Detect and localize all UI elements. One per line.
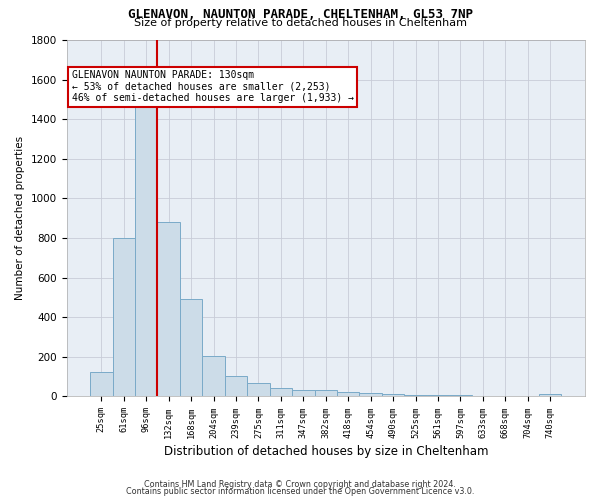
Text: Size of property relative to detached houses in Cheltenham: Size of property relative to detached ho… [133,18,467,28]
Bar [135,104,157,397]
Text: GLENAVON NAUNTON PARADE: 130sqm
← 53% of detached houses are smaller (2,253)
46%: GLENAVON NAUNTON PARADE: 130sqm ← 53% of… [72,70,354,104]
X-axis label: Distribution of detached houses by size in Cheltenham: Distribution of detached houses by size … [164,444,488,458]
Bar [382,394,404,396]
Bar [225,376,247,396]
Text: Contains HM Land Registry data © Crown copyright and database right 2024.: Contains HM Land Registry data © Crown c… [144,480,456,489]
Bar [113,238,135,396]
Bar [157,222,180,396]
Y-axis label: Number of detached properties: Number of detached properties [15,136,25,300]
Bar [359,394,382,396]
Bar [202,356,225,397]
Text: GLENAVON, NAUNTON PARADE, CHELTENHAM, GL53 7NP: GLENAVON, NAUNTON PARADE, CHELTENHAM, GL… [128,8,473,20]
Bar [337,392,359,396]
Bar [404,394,427,396]
Bar [539,394,562,396]
Bar [247,384,269,396]
Bar [292,390,314,396]
Bar [314,390,337,396]
Bar [90,372,113,396]
Bar [269,388,292,396]
Text: Contains public sector information licensed under the Open Government Licence v3: Contains public sector information licen… [126,488,474,496]
Bar [180,300,202,396]
